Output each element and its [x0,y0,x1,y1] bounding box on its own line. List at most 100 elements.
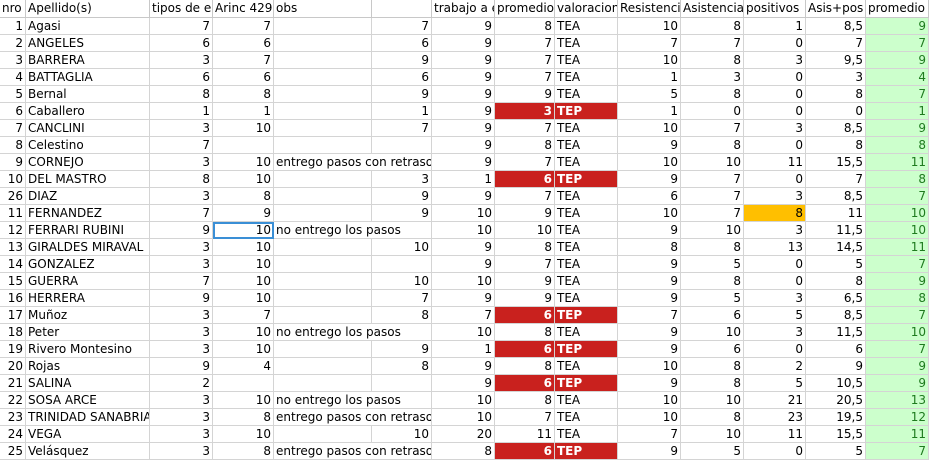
cell-arinc[interactable]: 7 [213,307,274,324]
cell-tipos[interactable]: 3 [150,307,213,324]
cell-valoracion[interactable]: TEP [555,341,618,358]
cell-promedio[interactable]: 7 [495,52,555,69]
cell-trabajo[interactable]: 10 [432,324,495,341]
cell-resistencia[interactable]: 6 [618,188,681,205]
cell-arinc[interactable]: 10 [213,256,274,273]
cell-asispos[interactable]: 8 [806,137,866,154]
cell-trabajo[interactable]: 7 [432,307,495,324]
cell-valoracion[interactable]: TEA [555,222,618,239]
cell-positivos[interactable]: 0 [744,86,806,103]
cell-obs[interactable] [274,341,372,358]
cell-asispos[interactable]: 6,5 [806,290,866,307]
cell-arinc[interactable]: 10 [213,426,274,443]
cell-trabajo[interactable]: 10 [432,392,495,409]
cell-promedio[interactable]: 9 [495,205,555,222]
cell-asistencia[interactable]: 8 [681,375,744,392]
cell-resistencia[interactable]: 8 [618,239,681,256]
cell-obs2[interactable]: 7 [372,18,432,35]
cell-arinc[interactable]: 8 [213,86,274,103]
cell-tipos[interactable]: 6 [150,35,213,52]
cell-promedio[interactable]: 11 [495,426,555,443]
cell-promedio[interactable]: 10 [495,222,555,239]
cell-asispos[interactable]: 14,5 [806,239,866,256]
cell-trabajo[interactable]: 9 [432,256,495,273]
cell-asistencia[interactable]: 10 [681,392,744,409]
cell-trabajo[interactable]: 10 [432,273,495,290]
cell-valoracion[interactable]: TEA [555,18,618,35]
cell-nro[interactable]: 14 [0,256,26,273]
cell-positivos[interactable]: 3 [744,324,806,341]
cell-valoracion[interactable]: TEA [555,409,618,426]
cell-tipos[interactable]: 7 [150,205,213,222]
cell-obs2[interactable]: 3 [372,171,432,188]
cell-promedio2[interactable]: 13 [866,392,929,409]
header-cell-nro[interactable]: nro [0,0,26,18]
cell-tipos[interactable]: 3 [150,256,213,273]
cell-valoracion[interactable]: TEA [555,86,618,103]
cell-apellido[interactable]: Caballero [26,103,150,120]
cell-trabajo[interactable]: 9 [432,358,495,375]
cell-asispos[interactable]: 0 [806,103,866,120]
cell-arinc[interactable]: 10 [213,392,274,409]
cell-trabajo[interactable]: 9 [432,52,495,69]
cell-asispos[interactable]: 8,5 [806,120,866,137]
cell-resistencia[interactable]: 9 [618,171,681,188]
cell-nro[interactable]: 10 [0,171,26,188]
cell-valoracion[interactable]: TEP [555,103,618,120]
cell-obs[interactable] [274,171,372,188]
cell-nro[interactable]: 1 [0,18,26,35]
cell-asispos[interactable]: 5 [806,443,866,460]
cell-resistencia[interactable]: 1 [618,103,681,120]
cell-nro[interactable]: 17 [0,307,26,324]
cell-promedio2[interactable]: 8 [866,290,929,307]
cell-tipos[interactable]: 3 [150,392,213,409]
cell-promedio2[interactable]: 10 [866,205,929,222]
cell-asistencia[interactable]: 8 [681,18,744,35]
cell-apellido[interactable]: CORNEJO [26,154,150,171]
cell-obs2[interactable]: 6 [372,69,432,86]
cell-tipos[interactable]: 3 [150,426,213,443]
cell-valoracion[interactable]: TEP [555,443,618,460]
cell-trabajo[interactable]: 1 [432,341,495,358]
cell-promedio2[interactable]: 10 [866,324,929,341]
cell-promedio2[interactable]: 9 [866,358,929,375]
cell-nro[interactable]: 23 [0,409,26,426]
cell-nro[interactable]: 4 [0,69,26,86]
cell-valoracion[interactable]: TEP [555,375,618,392]
cell-trabajo[interactable]: 20 [432,426,495,443]
cell-obs2[interactable]: 9 [372,52,432,69]
cell-arinc[interactable]: 8 [213,443,274,460]
cell-trabajo[interactable]: 9 [432,120,495,137]
cell-asistencia[interactable]: 8 [681,358,744,375]
cell-asispos[interactable]: 8 [806,273,866,290]
cell-positivos[interactable]: 1 [744,18,806,35]
cell-apellido[interactable]: Peter [26,324,150,341]
cell-asistencia[interactable]: 10 [681,154,744,171]
cell-asistencia[interactable]: 6 [681,341,744,358]
cell-trabajo[interactable]: 9 [432,375,495,392]
cell-apellido[interactable]: FERNANDEZ [26,205,150,222]
cell-trabajo[interactable]: 9 [432,18,495,35]
cell-tipos[interactable]: 7 [150,273,213,290]
cell-asistencia[interactable]: 5 [681,290,744,307]
cell-trabajo[interactable]: 9 [432,103,495,120]
cell-apellido[interactable]: SOSA ARCE [26,392,150,409]
cell-promedio2[interactable]: 9 [866,52,929,69]
cell-arinc[interactable]: 10 [213,171,274,188]
cell-apellido[interactable]: Velásquez [26,443,150,460]
cell-arinc[interactable]: 8 [213,188,274,205]
cell-positivos[interactable]: 0 [744,256,806,273]
cell-nro[interactable]: 21 [0,375,26,392]
cell-obs[interactable] [274,120,372,137]
cell-nro[interactable]: 15 [0,273,26,290]
cell-resistencia[interactable]: 9 [618,324,681,341]
cell-nro[interactable]: 16 [0,290,26,307]
cell-valoracion[interactable]: TEA [555,120,618,137]
cell-apellido[interactable]: GUERRA [26,273,150,290]
cell-trabajo[interactable]: 9 [432,137,495,154]
cell-obs2[interactable] [372,409,432,426]
cell-promedio[interactable]: 8 [495,392,555,409]
cell-apellido[interactable]: CANCLINI [26,120,150,137]
cell-valoracion[interactable]: TEA [555,290,618,307]
cell-nro[interactable]: 25 [0,443,26,460]
